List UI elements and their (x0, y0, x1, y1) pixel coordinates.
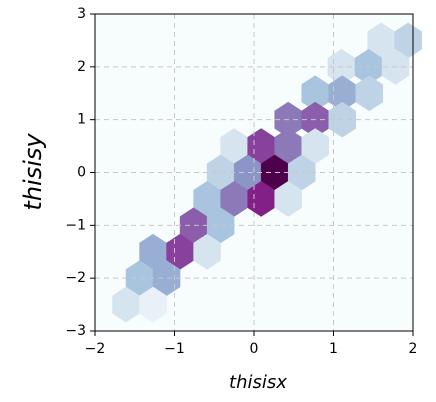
y-tick-label: 2 (77, 59, 86, 75)
y-tick-label: −1 (65, 217, 86, 233)
y-tick-label: −3 (65, 323, 86, 339)
x-tick-label: 0 (250, 341, 259, 357)
x-tick-label: −2 (85, 341, 106, 357)
x-tick-label: −1 (164, 341, 185, 357)
y-tick-label: 3 (77, 6, 86, 22)
x-axis-label: thisisx (229, 372, 287, 393)
y-tick-label: 0 (77, 165, 86, 181)
hex-cell (274, 181, 302, 217)
y-tick-label: −2 (65, 270, 86, 286)
x-tick-label: 1 (329, 341, 338, 357)
hex-cell (193, 233, 221, 270)
y-axis-label: thisisy (19, 133, 47, 211)
hex-cell (355, 75, 384, 112)
x-tick-label: 2 (409, 341, 418, 357)
y-tick-label: 1 (77, 112, 86, 128)
plot-frame (94, 13, 414, 332)
hex-cell (139, 286, 167, 323)
